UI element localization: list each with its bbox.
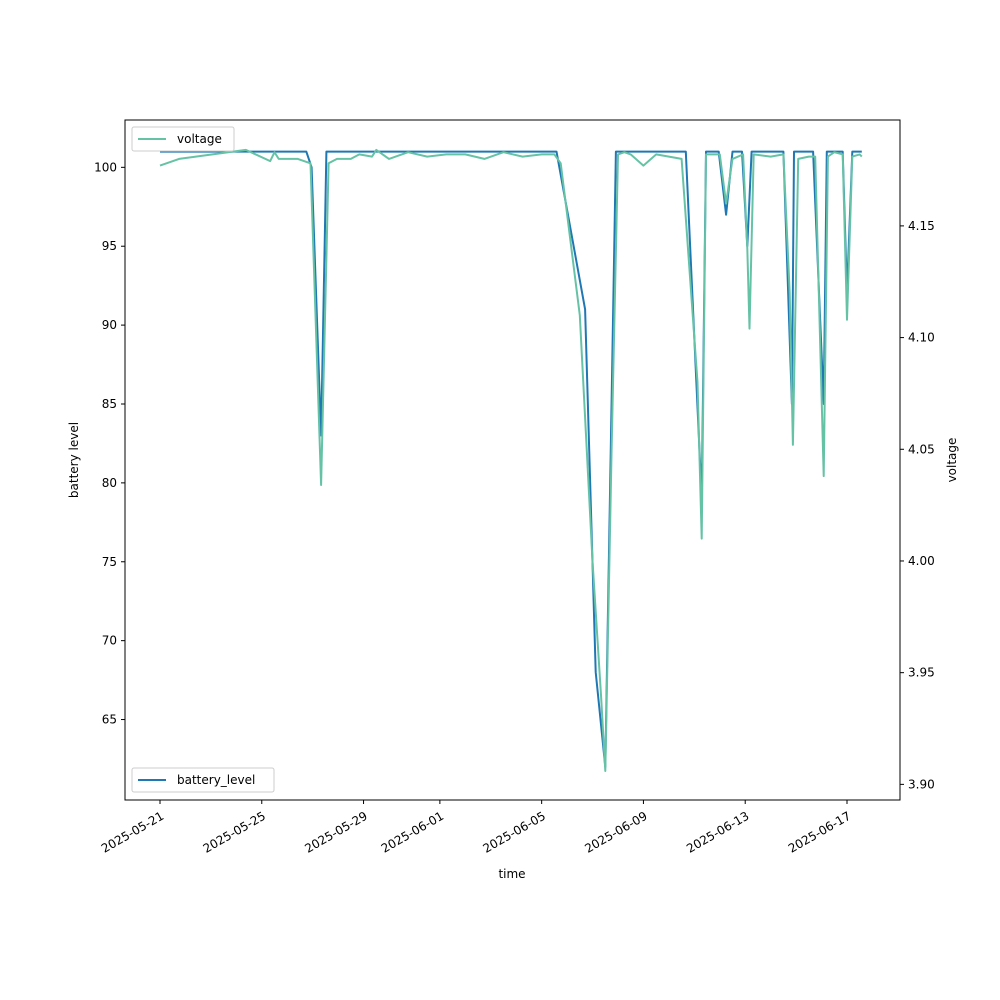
y-axis-right-title: voltage [945,438,959,483]
legend-voltage-box [131,126,235,152]
x-axis: 2025-05-21 2025-05-25 2025-05-29 2025-06-01… [99,800,853,856]
y-left-tick-label: 70 [102,634,117,648]
series-line-voltage [159,148,863,772]
y-left-tick-label: 100 [94,160,117,174]
y-right-tick-label: 4.15 [908,219,935,233]
legend-voltage: voltage [131,126,235,152]
y-left-tick-label: 65 [102,713,117,727]
x-tick-label: 2025-06-17 [786,809,853,856]
plot-frame [124,119,901,801]
series-layer [159,148,863,772]
y-left-tick-label: 85 [102,397,117,411]
legend-voltage-label: voltage [177,132,222,146]
x-tick-label: 2025-06-05 [481,809,548,856]
y-left-tick-label: 90 [102,318,117,332]
x-tick-label: 2025-05-29 [302,809,369,856]
y-axis-left-title: battery level [67,422,81,498]
y-right-tick-label: 4.05 [908,442,935,456]
x-tick-label: 2025-05-25 [201,809,268,856]
y-right-tick-label: 4.10 [908,331,935,345]
y-left-tick-label: 80 [102,476,117,490]
legend-battery-level-box [131,767,275,793]
y-axis-right: 3.90 3.95 4.00 4.05 4.10 4.15 [900,219,935,791]
series-line-battery-level [160,150,862,768]
y-right-tick-label: 3.90 [908,777,935,791]
x-tick-label: 2025-06-13 [684,809,751,856]
legend-battery-level: battery_level [131,767,275,793]
x-axis-title: time [498,867,525,881]
y-right-tick-label: 4.00 [908,554,935,568]
legend-battery-level-label: battery_level [177,773,255,787]
x-tick-label: 2025-06-09 [582,809,649,856]
y-left-tick-label: 75 [102,555,117,569]
x-tick-label: 2025-05-21 [99,809,166,856]
y-right-tick-label: 3.95 [908,666,935,680]
x-tick-label: 2025-06-01 [379,809,446,856]
y-axis-left: 65 70 75 80 85 90 95 100 [94,160,125,727]
y-left-tick-label: 95 [102,239,117,253]
